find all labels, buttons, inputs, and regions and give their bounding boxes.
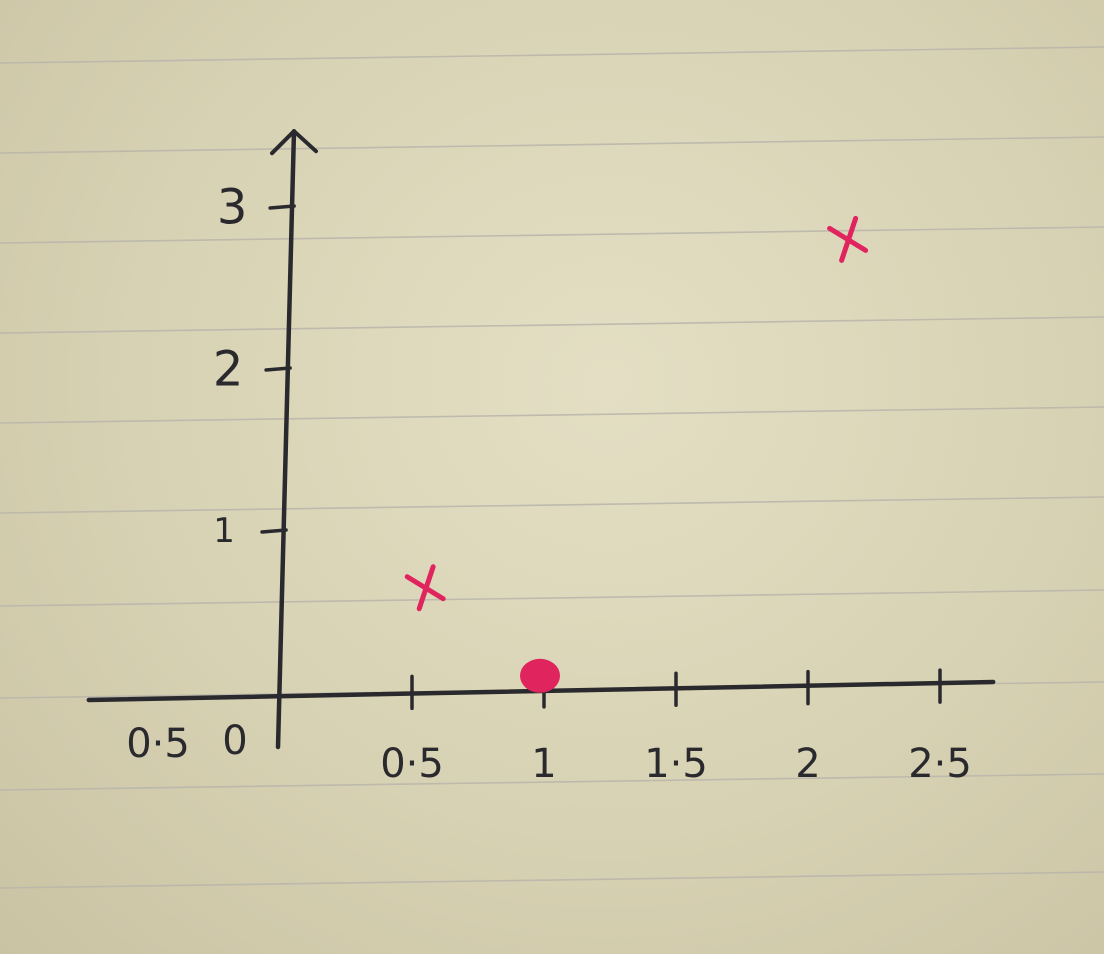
y-tick-mark — [264, 366, 292, 372]
rule-line — [0, 773, 1104, 791]
x-tick-label: 1 — [531, 741, 556, 787]
ruled-lines — [0, 46, 1104, 889]
y-tick-mark — [260, 528, 288, 534]
rule-line — [0, 136, 1104, 154]
data-points — [404, 215, 869, 693]
filled-circle-point — [520, 658, 560, 693]
rule-line — [0, 871, 1104, 889]
x-tick-label: 0·5 — [380, 741, 444, 787]
y-axis-ticks: 1 2 3 — [213, 179, 296, 551]
rule-line — [0, 316, 1104, 334]
y-tick-mark — [268, 204, 296, 210]
x-tick-label: 0 — [222, 718, 247, 764]
rule-line — [0, 406, 1104, 424]
x-tick-label: 2 — [795, 741, 820, 787]
y-axis-line — [275, 128, 297, 750]
x-tick-label: 0·5 — [126, 721, 190, 767]
y-axis-arrowhead — [270, 129, 318, 156]
rule-line — [0, 496, 1104, 514]
x-axis-ticks: 0·5 0 0·5 1 1·5 2 2·5 — [126, 668, 972, 787]
x-marker-point — [827, 215, 869, 263]
x-marker-point — [404, 564, 446, 612]
y-tick-label: 2 — [213, 341, 244, 397]
rule-line — [0, 226, 1104, 244]
rule-line — [0, 46, 1104, 64]
x-tick-label: 2·5 — [908, 741, 972, 787]
y-tick-label: 1 — [213, 511, 235, 551]
x-tick-label: 1·5 — [644, 741, 708, 787]
rule-line — [0, 589, 1104, 607]
y-tick-label: 3 — [217, 179, 248, 235]
